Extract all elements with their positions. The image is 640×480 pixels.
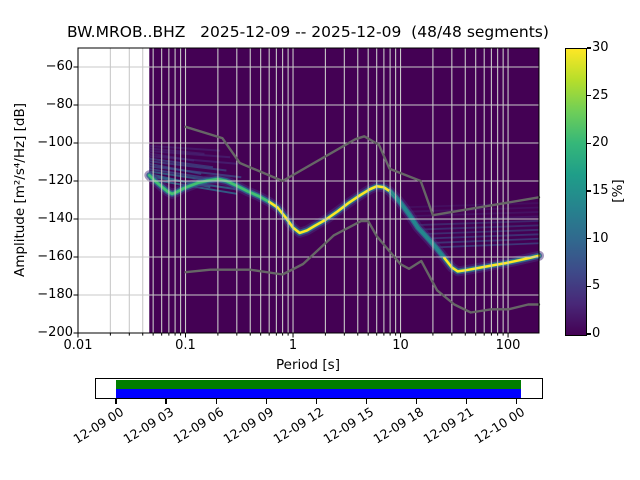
colorbar-tick: [587, 47, 591, 49]
timeline-tick: [415, 399, 418, 404]
noise-model-nhnm-curve: [184, 125, 541, 217]
colorbar-tick-label: 10: [592, 230, 609, 246]
timeline-tick-label: 12-09 21: [420, 404, 477, 447]
psd-spread-streak: [149, 155, 239, 165]
psd-spread-streak: [416, 220, 540, 226]
psd-spread-streak: [149, 149, 231, 159]
ppsd-heatmap-plot: [73, 47, 544, 338]
timeline-tick-label: 12-09 09: [220, 404, 277, 447]
timeline-tick-label: 12-09 18: [370, 404, 427, 447]
timeline-tick: [466, 399, 468, 404]
timeline-tick-label: 12-09 03: [120, 404, 177, 447]
colorbar-tick-label: 15: [592, 183, 609, 198]
colorbar-tick-label: 0: [592, 326, 601, 341]
psd-spread-streak: [435, 242, 540, 249]
x-axis-label: Period [s]: [276, 357, 340, 373]
timeline-tick-label: 12-09 00: [70, 404, 126, 447]
psd-spread-streak: [149, 165, 242, 179]
x-tick-label: 0.01: [63, 338, 93, 353]
colorbar-tick-label: 5: [592, 278, 601, 294]
psd-spread-streak: [149, 147, 205, 155]
x-tick-label: 10: [392, 338, 409, 353]
y-tick-label: −200: [37, 325, 73, 340]
y-tick-label: −100: [37, 135, 73, 150]
colorbar-tick: [587, 95, 591, 97]
timeline-tick: [165, 399, 167, 404]
colorbar-label: [%]: [610, 179, 626, 203]
y-tick-label: −160: [37, 249, 73, 264]
y-tick-label: −80: [45, 97, 73, 112]
psd-spread-streak: [427, 233, 540, 240]
timeline-tick: [265, 399, 267, 404]
timeline-tick-label: 12-09 06: [170, 404, 227, 447]
psd-spread-streak: [404, 202, 540, 209]
colorbar: [565, 48, 587, 336]
psd-spread-streak: [431, 237, 540, 244]
colorbar-tick: [587, 190, 591, 192]
coverage-data-bar: [116, 379, 521, 389]
psd-spread-streak: [149, 144, 221, 152]
psd-spread-streak: [423, 228, 540, 235]
figure-title: BW.MROB..BHZ 2025-12-09 -- 2025-12-09 (4…: [67, 23, 549, 41]
colorbar-tick-label: 20: [592, 135, 609, 151]
psd-mode-curve: [148, 174, 279, 209]
psd-mode-curve: [267, 185, 397, 235]
timeline-tick: [115, 399, 117, 404]
x-tick-label: 1: [288, 338, 298, 353]
timeline-tick: [315, 399, 317, 404]
timeline-tick: [365, 399, 368, 404]
y-tick-label: −120: [37, 173, 73, 188]
plot-border: [77, 47, 540, 334]
timeline-tick-label: 12-10 00: [471, 404, 527, 447]
x-tick-label: 0.1: [175, 338, 196, 353]
colorbar-tick-label: 30: [592, 40, 609, 55]
colorbar-tick: [587, 238, 591, 240]
noise-model-nlnm-curve: [184, 219, 541, 314]
timeline-tick-label: 12-09 15: [320, 404, 377, 447]
colorbar-tick: [587, 142, 591, 144]
x-tick-label: 100: [495, 338, 521, 353]
y-tick-label: −140: [37, 211, 73, 226]
y-tick-label: −180: [37, 287, 73, 302]
coverage-time-bar: [116, 388, 521, 398]
timeline-tick: [215, 399, 217, 404]
colorbar-tick: [587, 285, 591, 287]
colorbar-tick-label: 25: [592, 87, 609, 103]
y-tick-label: −60: [45, 59, 73, 74]
timeline-tick: [516, 399, 518, 404]
colorbar-tick: [587, 333, 591, 335]
psd-mode-curve: [388, 190, 454, 269]
timeline-tick-label: 12-09 12: [270, 404, 327, 447]
psd-spread-streak: [419, 224, 540, 231]
